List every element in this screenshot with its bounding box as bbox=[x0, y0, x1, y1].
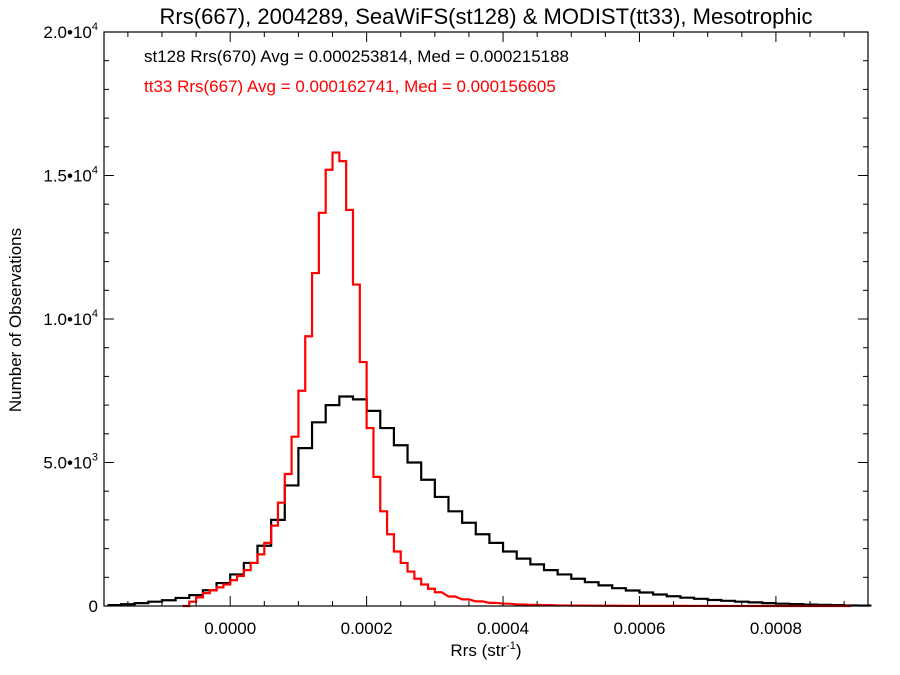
y-tick-label: 0 bbox=[89, 597, 98, 616]
x-tick-label: 0.0002 bbox=[341, 619, 393, 638]
x-axis-label: Rrs (str-1) bbox=[450, 640, 521, 660]
y-tick-label: 1.5•104 bbox=[43, 165, 98, 186]
y-tick-label: 2.0•104 bbox=[43, 21, 98, 42]
x-tick-label: 0.0004 bbox=[477, 619, 529, 638]
x-axis-label-main: Rrs (str bbox=[450, 641, 506, 660]
x-tick-label: 0.0006 bbox=[613, 619, 665, 638]
y-tick-label: 1.0•104 bbox=[43, 308, 98, 329]
x-axis-label-superscript: -1 bbox=[506, 640, 516, 652]
y-axis-label: Number of Observations bbox=[6, 228, 25, 412]
legend: st128 Rrs(670) Avg = 0.000253814, Med = … bbox=[144, 47, 569, 96]
x-tick-label: 0.0008 bbox=[750, 619, 802, 638]
chart-title: Rrs(667), 2004289, SeaWiFS(st128) & MODI… bbox=[160, 4, 813, 29]
series-line-st128 bbox=[107, 395, 872, 607]
y-tick-label: 5.0•103 bbox=[43, 452, 98, 473]
series-layer bbox=[107, 151, 872, 608]
x-axis-label-close: ) bbox=[516, 641, 522, 660]
legend-entry-tt33: tt33 Rrs(667) Avg = 0.000162741, Med = 0… bbox=[144, 77, 556, 96]
x-tick-label: 0.0000 bbox=[204, 619, 256, 638]
x-axis: 0.0000 0.0002 0.0004 0.0006 0.0008 bbox=[127, 32, 845, 638]
legend-entry-st128: st128 Rrs(670) Avg = 0.000253814, Med = … bbox=[144, 47, 569, 66]
series-line-tt33 bbox=[182, 151, 851, 608]
plot-frame bbox=[103, 31, 869, 607]
y-axis: 0 5.0•103 1.0•104 1.5•104 2.0•104 bbox=[43, 21, 868, 616]
